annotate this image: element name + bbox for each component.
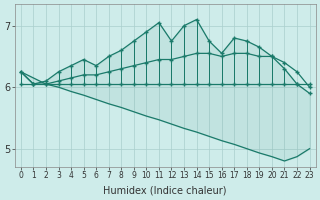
X-axis label: Humidex (Indice chaleur): Humidex (Indice chaleur): [103, 186, 227, 196]
